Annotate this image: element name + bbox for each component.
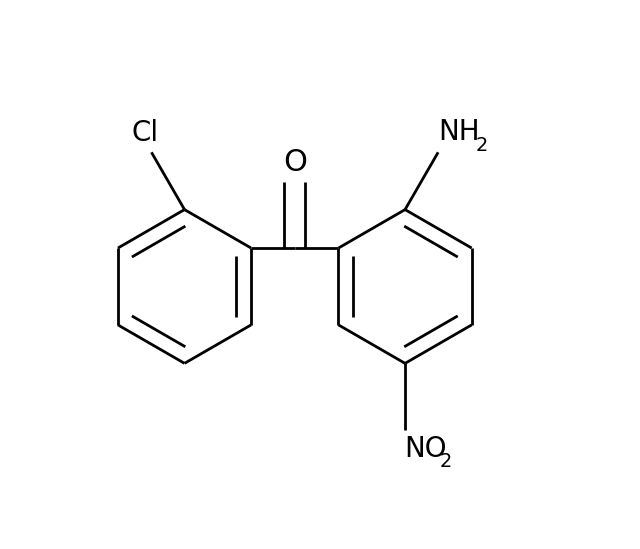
Text: NO: NO bbox=[404, 435, 446, 463]
Text: 2: 2 bbox=[476, 136, 488, 155]
Text: NH: NH bbox=[438, 118, 480, 146]
Text: Cl: Cl bbox=[132, 119, 159, 147]
Text: O: O bbox=[283, 148, 307, 177]
Text: 2: 2 bbox=[440, 452, 452, 471]
